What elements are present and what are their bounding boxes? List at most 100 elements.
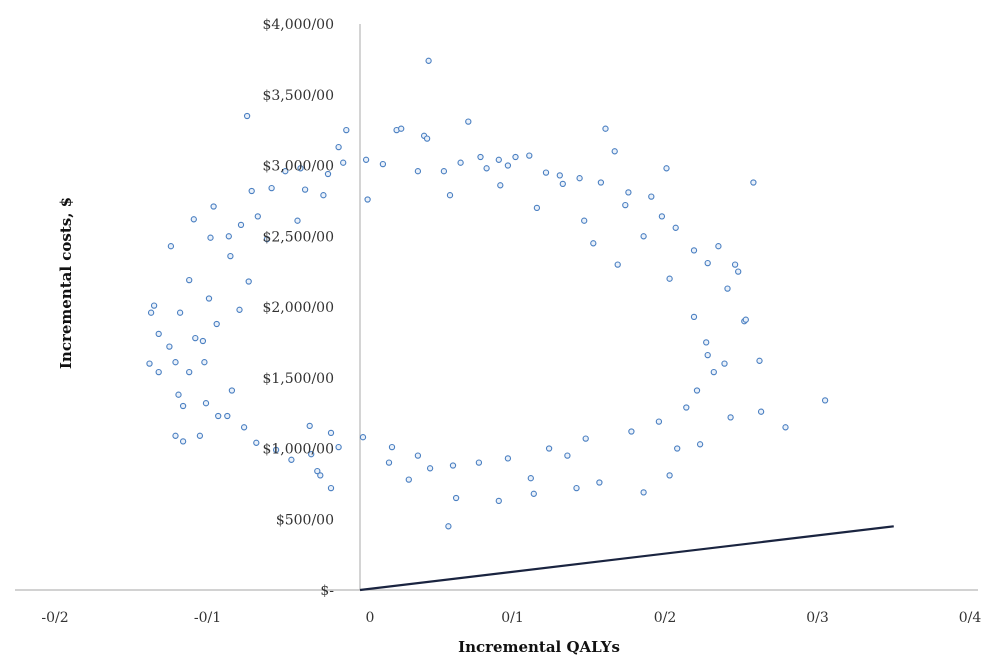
scatter-point <box>683 404 690 411</box>
scatter-point <box>253 439 260 446</box>
y-tick-label: $2,000/00 <box>262 300 334 316</box>
scatter-point <box>192 334 199 342</box>
scatter-point <box>243 112 251 120</box>
scatter-point <box>155 330 162 338</box>
axes-layer <box>15 24 978 591</box>
scatter-point <box>146 360 153 367</box>
scatter-point <box>317 472 324 479</box>
x-tick-label: -0/1 <box>194 610 221 626</box>
scatter-point <box>324 170 332 178</box>
scatter-point <box>602 125 609 132</box>
scatter-point <box>526 152 533 159</box>
scatter-point <box>504 162 512 169</box>
scatter-point <box>320 192 327 199</box>
scatter-point <box>335 143 342 151</box>
scatter-point <box>690 247 698 254</box>
scatter-point <box>202 400 210 407</box>
scatter-point <box>150 302 158 309</box>
scatter-point <box>425 57 432 64</box>
scatter-point <box>237 221 245 229</box>
scatter-point <box>628 428 635 435</box>
scatter-point <box>703 339 710 346</box>
scatter-point <box>236 306 243 313</box>
scatter-point <box>475 459 483 466</box>
scatter-point <box>288 456 295 463</box>
scatter-point <box>282 168 289 175</box>
scatter-point <box>663 165 670 172</box>
scatter-point <box>622 201 629 209</box>
scatter-point <box>306 422 313 430</box>
scatter-point <box>658 213 666 220</box>
x-tick-label: -0/2 <box>41 610 68 626</box>
scatter-point <box>504 455 512 462</box>
scatter-point <box>696 441 704 448</box>
scatter-point <box>596 479 603 486</box>
scatter-point <box>213 320 220 328</box>
scatter-point <box>327 429 335 437</box>
scatter-point <box>721 360 728 367</box>
y-tick-label: $500/00 <box>276 512 334 528</box>
scatter-point <box>327 484 335 492</box>
scatter-point <box>477 153 484 161</box>
reference-line <box>359 525 894 592</box>
scatter-point <box>690 313 698 321</box>
y-tick-label: $4,000/00 <box>262 17 334 33</box>
scatter-point <box>388 443 396 451</box>
scatter-point <box>343 126 350 134</box>
scatter-point <box>655 418 663 425</box>
scatter-point <box>186 276 193 284</box>
scatter-point <box>545 445 553 452</box>
scatter-point <box>272 446 280 454</box>
x-tick-label: 0/2 <box>654 610 677 626</box>
y-tick-label: $3,500/00 <box>262 88 334 104</box>
scatter-point <box>666 275 673 282</box>
scatter-point <box>648 193 655 200</box>
y-tick-label: $1,500/00 <box>262 371 334 387</box>
scatter-point <box>564 452 571 459</box>
scatter-point <box>556 172 563 179</box>
scatter-point <box>335 443 342 451</box>
x-tick-label: 0/4 <box>959 610 982 626</box>
scatter-point <box>186 368 193 376</box>
scatter-point <box>704 351 711 359</box>
scatter-point <box>196 432 204 439</box>
scatter-point <box>362 156 370 163</box>
scatter-point <box>166 343 173 350</box>
scatter-point <box>205 295 213 302</box>
scatter-point <box>268 184 275 192</box>
scatter-point <box>446 192 454 199</box>
scatter-point <box>582 435 589 442</box>
scatter-point <box>465 118 472 125</box>
scatter-point <box>379 160 387 168</box>
scatter-point <box>414 168 422 175</box>
x-tick-label: 0 <box>366 610 375 626</box>
scatter-point <box>542 169 550 176</box>
y-tick-label: $3,000/00 <box>262 159 334 175</box>
scatter-point <box>625 189 632 196</box>
scatter-point <box>445 523 452 530</box>
scatter-point <box>167 243 175 250</box>
scatter-point <box>364 196 371 203</box>
scatter-point <box>224 412 231 420</box>
scatter-point <box>398 125 405 132</box>
scatter-point <box>497 182 504 189</box>
reference-line-layer <box>359 525 894 592</box>
scatter-point <box>512 153 519 161</box>
scatter-point <box>731 261 739 268</box>
scatter-point <box>483 165 490 172</box>
scatter-point <box>308 451 315 458</box>
scatter-point <box>457 159 464 166</box>
scatter-point <box>614 261 621 268</box>
scatter-point <box>710 368 717 376</box>
scatter-point <box>576 175 583 182</box>
scatter-point <box>735 268 742 275</box>
scatter-point <box>172 432 179 439</box>
y-tick-label: $- <box>320 583 334 599</box>
scatter-point <box>672 224 679 231</box>
scatter-point <box>340 159 347 166</box>
scatter-point <box>527 475 534 482</box>
scatter-point <box>530 490 537 497</box>
scatter-point <box>190 216 197 223</box>
scatter-point <box>821 397 829 404</box>
x-tick-label: 0/1 <box>501 610 524 626</box>
